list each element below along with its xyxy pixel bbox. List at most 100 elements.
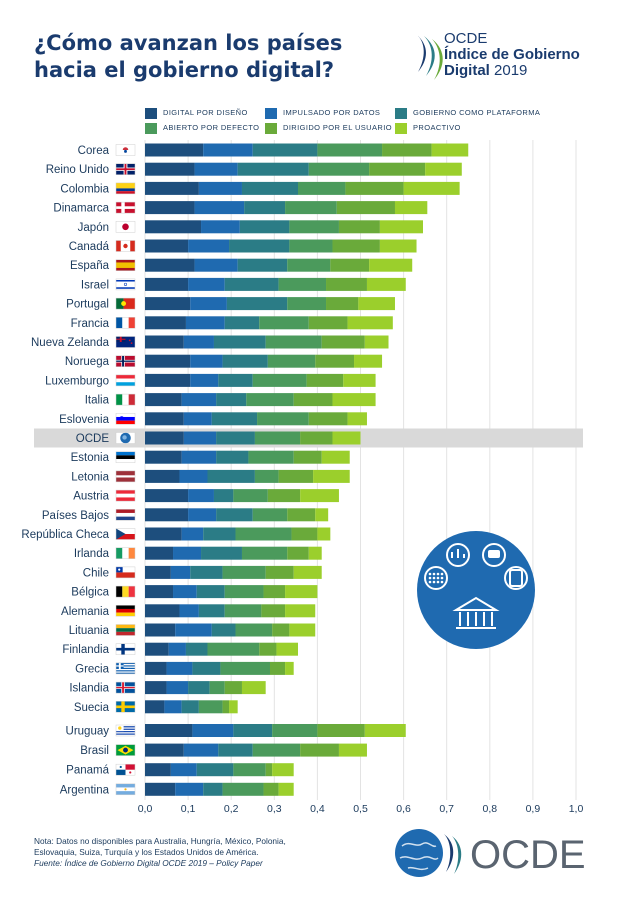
bar-segment bbox=[347, 412, 367, 426]
bar-segment bbox=[235, 527, 292, 541]
country-label: Dinamarca bbox=[53, 203, 109, 215]
bar-segment bbox=[285, 604, 316, 618]
bar-segment bbox=[369, 162, 426, 176]
bar-segment bbox=[285, 661, 294, 675]
bar-segment bbox=[145, 763, 171, 777]
bar-segment bbox=[211, 412, 258, 426]
bar-segment bbox=[190, 354, 223, 368]
flag-il-icon bbox=[115, 278, 136, 291]
country-label: Austria bbox=[73, 491, 109, 503]
flag-de-icon bbox=[115, 605, 136, 617]
country-label: Finlandia bbox=[62, 644, 109, 656]
bar-segment bbox=[224, 585, 264, 599]
flag-cz-icon bbox=[115, 528, 136, 540]
bar-segment bbox=[272, 724, 318, 737]
flag-ie-icon bbox=[115, 547, 136, 559]
bar-segment bbox=[209, 681, 225, 695]
bar-segment bbox=[164, 700, 182, 714]
bar-segment bbox=[289, 220, 339, 234]
flag-dk-icon bbox=[115, 201, 136, 214]
note-line-1: Nota: Datos no disponibles para Australi… bbox=[34, 836, 286, 846]
bar-segment bbox=[345, 181, 404, 195]
bar-segment bbox=[308, 162, 370, 176]
globe-icon bbox=[395, 829, 443, 877]
bar-segment bbox=[285, 585, 318, 599]
country-label: Islandia bbox=[69, 683, 109, 695]
bar-segment bbox=[257, 412, 309, 426]
bar-segment bbox=[181, 700, 199, 714]
bar-segment bbox=[276, 642, 299, 656]
x-tick-label: 0,4 bbox=[310, 803, 325, 815]
bar-segment bbox=[201, 546, 242, 560]
footnote: Nota: Datos no disponibles para Australi… bbox=[34, 836, 354, 869]
flag-gb-icon bbox=[115, 163, 136, 175]
x-tick-label: 0,9 bbox=[526, 803, 541, 815]
bar-segment bbox=[246, 393, 294, 407]
country-label: República Checa bbox=[21, 529, 109, 541]
bar-segment bbox=[330, 258, 370, 272]
country-label: Corea bbox=[78, 145, 110, 157]
flag-gr-icon bbox=[115, 662, 136, 675]
bar-segment bbox=[192, 724, 234, 737]
flag-oecd-icon bbox=[115, 432, 136, 444]
bar-segment bbox=[298, 181, 346, 195]
bar-segment bbox=[263, 782, 279, 796]
flag-ar-icon bbox=[115, 783, 136, 796]
bar-segment bbox=[300, 743, 339, 757]
bar-segment bbox=[379, 220, 423, 234]
bar-segment bbox=[196, 763, 234, 777]
bar-segment bbox=[300, 489, 339, 503]
bar-segment bbox=[317, 527, 331, 541]
bar-segment bbox=[188, 277, 225, 291]
country-label: Chile bbox=[83, 567, 109, 579]
bar-segment bbox=[213, 335, 266, 349]
bar-segment bbox=[291, 527, 318, 541]
country-label: Bélgica bbox=[71, 587, 109, 599]
title-line-1: ¿Cómo avanzan los países bbox=[34, 31, 343, 55]
bar-segment bbox=[185, 316, 225, 330]
bar-segment bbox=[190, 373, 219, 387]
flag-ee-icon bbox=[115, 451, 136, 463]
bar-segment bbox=[203, 782, 223, 796]
bar-segment bbox=[293, 450, 322, 464]
bar-segment bbox=[252, 373, 307, 387]
bar-segment bbox=[198, 604, 225, 618]
country-label: Noruega bbox=[65, 356, 110, 368]
page-title: ¿Cómo avanzan los países hacia el gobier… bbox=[34, 30, 394, 84]
x-tick-label: 0,1 bbox=[181, 803, 196, 815]
flag-no-icon bbox=[115, 355, 136, 367]
bar-segment bbox=[265, 565, 294, 579]
bar-segment bbox=[145, 143, 204, 157]
bar-segment bbox=[369, 258, 413, 272]
bar-segment bbox=[224, 277, 279, 291]
country-label: Uruguay bbox=[66, 726, 110, 738]
bar-segment bbox=[252, 743, 301, 757]
bar-segment bbox=[313, 469, 350, 483]
bar-segment bbox=[308, 316, 348, 330]
bar-segment bbox=[300, 431, 333, 445]
bar-segment bbox=[170, 565, 191, 579]
x-tick-label: 1,0 bbox=[569, 803, 584, 815]
country-label: Panamá bbox=[66, 765, 109, 777]
bar-segment bbox=[278, 469, 314, 483]
bar-segment bbox=[366, 277, 406, 291]
brand-index-title: Índice de Gobierno bbox=[444, 46, 580, 63]
bar-segment bbox=[293, 565, 322, 579]
flag-co-icon bbox=[115, 182, 136, 195]
country-label: Países Bajos bbox=[42, 510, 109, 522]
bar-segment bbox=[287, 546, 309, 560]
flag-si-icon bbox=[115, 413, 136, 425]
country-label: Alemania bbox=[61, 606, 110, 618]
source-line: Fuente: Índice de Gobierno Digital OCDE … bbox=[34, 858, 263, 868]
x-tick-label: 0,2 bbox=[224, 803, 239, 815]
brand-block: OCDE Índice de Gobierno Digital 2019 bbox=[444, 31, 580, 79]
bar-segment bbox=[145, 469, 180, 483]
bar-segment bbox=[241, 546, 288, 560]
bar-segment bbox=[425, 162, 462, 176]
bar-segment bbox=[431, 143, 469, 157]
x-tick-label: 0,3 bbox=[267, 803, 282, 815]
bar-segment bbox=[254, 431, 301, 445]
bar-segment bbox=[181, 450, 217, 464]
brand-digital: Digital bbox=[444, 62, 490, 79]
